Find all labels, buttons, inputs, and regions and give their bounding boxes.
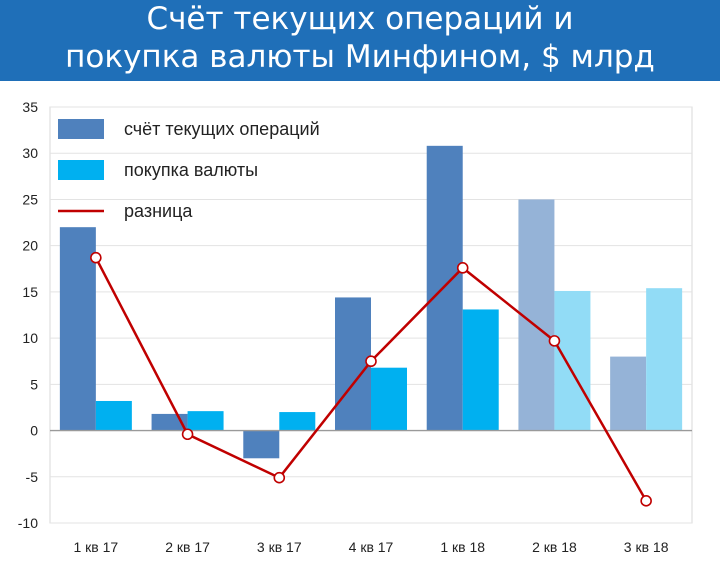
difference-point <box>90 251 102 264</box>
x-tick-label: 4 кв 17 <box>349 539 394 555</box>
y-tick-label: 15 <box>22 284 38 300</box>
bar-current-account <box>518 199 555 431</box>
y-tick-label: -5 <box>26 469 39 485</box>
difference-line <box>90 251 652 507</box>
legend-item-difference-label: разница <box>124 201 193 221</box>
x-tick-label: 1 кв 17 <box>74 539 119 555</box>
difference-point <box>640 495 652 507</box>
difference-point <box>456 262 469 274</box>
bar-fx-purchase <box>554 290 591 431</box>
bar-current-account <box>335 297 371 431</box>
x-tick-label: 3 кв 18 <box>624 539 669 555</box>
bar-current-account <box>243 430 280 459</box>
y-tick-label: 0 <box>30 423 38 439</box>
bar-fx-purchase <box>646 288 683 431</box>
bar-current-account <box>426 145 463 431</box>
difference-point <box>365 355 377 368</box>
bars <box>59 145 683 459</box>
bar-line-chart: 35 30 25 20 15 10 5 0 -5 -10 1 кв 17 2 кв 17 3 кв 1… <box>18 99 693 555</box>
x-tick-label: 1 кв 18 <box>440 539 485 555</box>
y-tick-label: 30 <box>22 145 38 161</box>
difference-point <box>548 335 561 347</box>
bar-fx-purchase <box>279 412 316 431</box>
legend: счёт текущих операций покупка валюты разни… <box>58 119 320 221</box>
x-tick-label: 3 кв 17 <box>257 539 302 555</box>
bar-current-account <box>610 356 647 431</box>
legend-item-fx-purchase-swatch <box>58 160 104 180</box>
y-axis-ticks: 35 30 25 20 15 10 5 0 -5 -10 <box>18 99 38 531</box>
y-tick-label: 20 <box>22 238 38 254</box>
y-tick-label: 35 <box>22 99 38 115</box>
difference-point <box>273 471 286 484</box>
bar-fx-purchase <box>95 400 132 431</box>
bar-fx-purchase <box>371 367 407 431</box>
y-tick-label: 5 <box>30 376 38 392</box>
chart-title: Счёт текущих операций и покупка валюты М… <box>0 0 720 80</box>
x-tick-label: 2 кв 18 <box>532 539 577 555</box>
legend-item-current-account-label: счёт текущих операций <box>124 119 320 139</box>
legend-item-fx-purchase-label: покупка валюты <box>124 160 258 180</box>
bar-current-account <box>59 227 96 431</box>
legend-item-current-account-swatch <box>58 119 104 139</box>
title-line-2: покупка валюты Минфином, $ млрд <box>65 39 655 75</box>
title-line-1: Счёт текущих операций и <box>146 1 574 37</box>
bar-fx-purchase <box>462 309 499 431</box>
difference-point <box>181 428 194 441</box>
bar-fx-purchase <box>187 411 224 431</box>
x-tick-label: 2 кв 17 <box>165 539 210 555</box>
x-axis-ticks: 1 кв 17 2 кв 17 3 кв 17 4 кв 17 1 кв 18 2 кв … <box>74 539 669 555</box>
y-tick-label: 10 <box>22 330 38 346</box>
y-tick-label: 25 <box>22 191 38 207</box>
chart-panel: 35 30 25 20 15 10 5 0 -5 -10 1 кв 17 2 кв 17 3 кв 1… <box>0 81 720 569</box>
y-tick-label: -10 <box>18 515 38 531</box>
